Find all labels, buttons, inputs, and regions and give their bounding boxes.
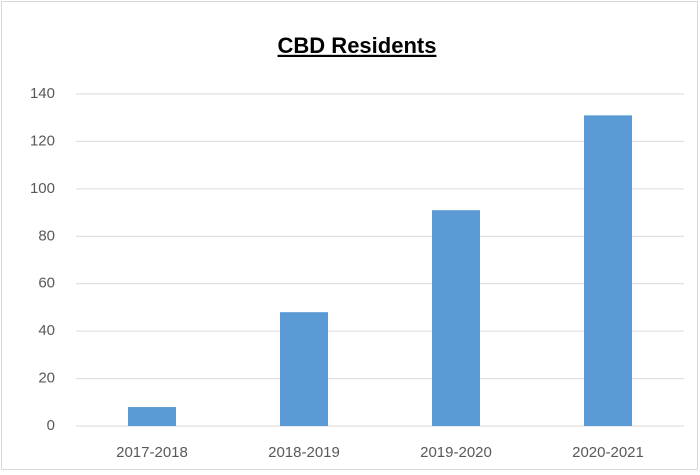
chart-title: CBD Residents (278, 33, 437, 58)
x-tick-label: 2019-2020 (420, 444, 492, 461)
bar (280, 312, 328, 426)
x-tick-label: 2018-2019 (268, 444, 340, 461)
y-tick-label: 100 (30, 180, 55, 197)
bar (128, 407, 176, 426)
y-tick-label: 40 (38, 322, 55, 339)
bar (432, 210, 480, 426)
bar (584, 115, 632, 426)
y-tick-label: 60 (38, 275, 55, 292)
y-tick-label: 0 (47, 417, 55, 434)
y-tick-label: 80 (38, 227, 55, 244)
y-tick-label: 140 (30, 85, 55, 102)
y-tick-label: 120 (30, 132, 55, 149)
x-tick-label: 2017-2018 (116, 444, 188, 461)
x-tick-label: 2020-2021 (572, 444, 644, 461)
y-tick-label: 20 (38, 370, 55, 387)
